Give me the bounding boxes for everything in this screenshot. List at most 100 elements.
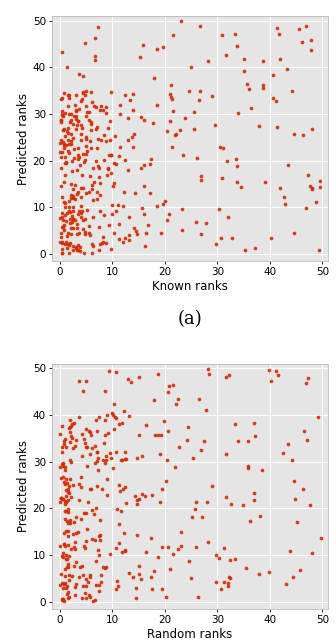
Point — [85, 524, 90, 535]
Point — [317, 245, 322, 256]
Point — [58, 473, 64, 484]
Point — [104, 101, 109, 111]
Point — [65, 128, 70, 138]
Point — [80, 94, 85, 104]
Point — [60, 222, 66, 232]
Point — [72, 544, 77, 554]
Point — [59, 595, 65, 605]
Point — [79, 96, 84, 106]
Point — [304, 377, 309, 388]
Point — [300, 130, 306, 140]
Point — [134, 498, 139, 509]
Point — [73, 111, 79, 121]
Point — [68, 427, 73, 437]
Point — [305, 170, 311, 180]
Point — [62, 239, 67, 249]
Point — [88, 117, 93, 127]
Point — [62, 571, 68, 581]
Point — [282, 191, 287, 202]
Point — [59, 222, 65, 232]
Point — [79, 206, 85, 216]
Point — [209, 91, 214, 101]
Point — [131, 222, 136, 232]
Point — [82, 542, 88, 553]
Point — [124, 453, 129, 464]
Point — [96, 585, 102, 596]
Point — [67, 591, 72, 601]
Point — [159, 583, 165, 594]
Point — [63, 526, 68, 536]
Point — [235, 176, 240, 187]
Point — [307, 182, 312, 192]
Point — [78, 472, 83, 482]
Point — [88, 125, 93, 135]
Point — [173, 462, 178, 472]
Point — [95, 21, 101, 32]
Point — [72, 590, 77, 600]
Point — [134, 225, 139, 236]
Point — [94, 122, 99, 133]
Point — [296, 23, 301, 33]
Point — [304, 435, 310, 445]
Point — [96, 245, 102, 256]
Point — [59, 93, 64, 103]
Point — [126, 230, 132, 240]
Point — [95, 134, 100, 144]
Point — [86, 221, 91, 231]
Point — [119, 455, 124, 465]
Point — [165, 426, 170, 436]
Point — [139, 489, 144, 499]
Point — [277, 53, 283, 64]
Point — [59, 106, 65, 117]
Point — [155, 44, 160, 54]
Point — [205, 497, 210, 507]
Point — [97, 190, 103, 200]
Point — [70, 529, 76, 539]
Point — [197, 86, 203, 96]
Point — [70, 191, 76, 201]
Point — [73, 215, 78, 225]
Point — [77, 104, 82, 114]
Point — [76, 376, 82, 386]
Point — [64, 126, 69, 136]
Point — [78, 129, 84, 139]
Point — [110, 209, 115, 220]
Point — [113, 413, 118, 423]
Point — [71, 443, 76, 453]
Point — [61, 579, 67, 589]
Point — [72, 99, 77, 109]
Point — [274, 96, 279, 106]
Point — [113, 542, 118, 553]
Point — [185, 422, 191, 432]
Point — [82, 229, 88, 239]
Point — [62, 108, 68, 118]
Point — [58, 115, 64, 125]
Point — [90, 213, 96, 223]
Point — [82, 157, 87, 167]
Point — [284, 64, 289, 75]
Point — [80, 580, 85, 591]
Point — [65, 484, 71, 495]
Point — [69, 190, 74, 200]
Point — [64, 506, 69, 516]
Point — [73, 194, 78, 204]
Point — [84, 188, 89, 198]
Point — [103, 137, 109, 147]
Point — [67, 214, 73, 225]
Point — [164, 214, 170, 225]
Point — [170, 106, 175, 116]
Point — [81, 540, 86, 551]
Point — [83, 149, 88, 159]
Point — [199, 175, 204, 185]
Point — [167, 564, 172, 574]
Point — [69, 544, 74, 554]
Point — [61, 220, 67, 230]
Point — [66, 487, 71, 497]
Point — [216, 204, 222, 214]
Point — [136, 569, 141, 579]
Point — [144, 228, 149, 238]
Point — [96, 412, 102, 422]
Point — [98, 570, 104, 580]
Point — [93, 415, 99, 425]
Point — [94, 447, 99, 457]
